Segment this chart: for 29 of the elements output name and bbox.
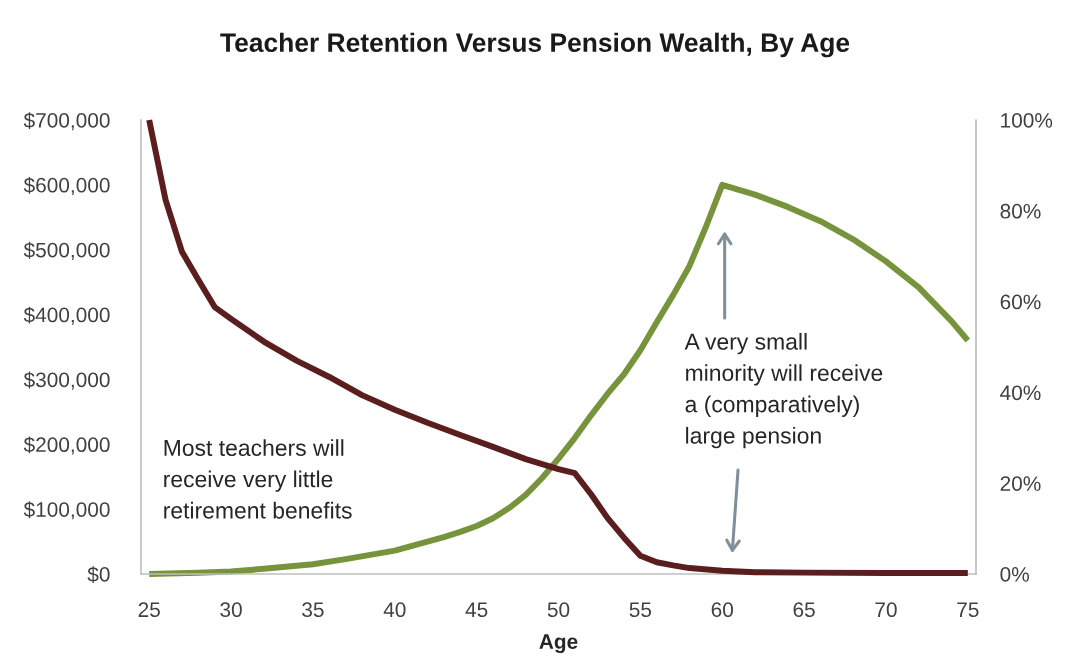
y-tick-label: $0 [87, 566, 110, 583]
y-tick-label: $100,000 [23, 501, 110, 520]
x-tick-label: 45 [465, 602, 488, 618]
x-tick-label: 35 [302, 602, 324, 618]
x-tick-label: 70 [875, 602, 897, 618]
annotation: A very small minority will receive a (comparatively) large pension [684, 332, 883, 449]
x-tick-label: 30 [220, 602, 242, 618]
y-tick-label: $200,000 [23, 436, 110, 455]
chart-title: Teacher Retention Versus Pension Wealth, By Age [220, 32, 850, 58]
y2-tick-label: 60% [1000, 294, 1041, 310]
x-tick-label: 65 [793, 602, 815, 618]
y-tick-label: $700,000 [23, 112, 110, 131]
x-tick-label: 55 [629, 602, 652, 618]
y-tick-label: $300,000 [23, 371, 110, 390]
y-tick-label: $400,000 [23, 306, 110, 325]
y-tick-label: $600,000 [23, 176, 110, 196]
x-tick-label: 60 [711, 602, 733, 618]
x-tick-label: 40 [383, 602, 406, 618]
y2-tick-label: 100% [1001, 113, 1053, 128]
x-tick-label: 50 [547, 602, 570, 618]
x-axis-title: Age [539, 634, 578, 654]
y2-tick-label: 20% [1000, 476, 1041, 491]
y-tick-label: $500,000 [23, 241, 110, 260]
y2-tick-label: 0% [1000, 567, 1029, 582]
x-tick-label: 25 [138, 602, 160, 618]
annotation: Most teachers will receive very little retirement benefits [164, 439, 352, 519]
y2-tick-label: 80% [1000, 203, 1041, 219]
y2-tick-label: 40% [1000, 385, 1041, 401]
x-tick-label: 75 [957, 602, 979, 618]
